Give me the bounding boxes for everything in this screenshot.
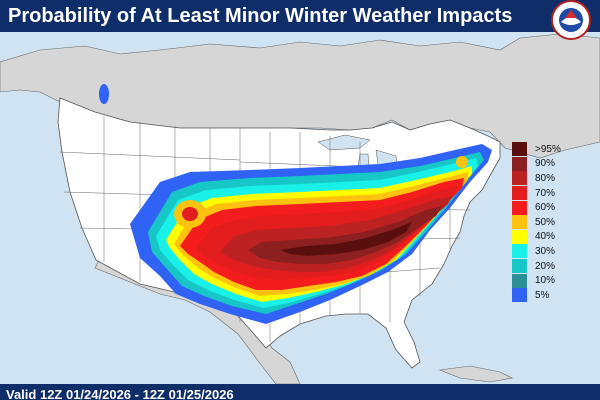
valid-time: Valid 12Z 01/24/2026 - 12Z 01/25/2026 bbox=[6, 387, 234, 400]
map-title: Probability of At Least Minor Winter Wea… bbox=[8, 5, 513, 27]
title-bar: Probability of At Least Minor Winter Wea… bbox=[0, 0, 600, 32]
legend-swatch bbox=[512, 200, 527, 215]
legend-item: 50% bbox=[512, 215, 582, 230]
legend-swatch bbox=[512, 142, 527, 157]
legend-label: 60% bbox=[535, 202, 556, 214]
band-northwest bbox=[99, 84, 109, 104]
cuba-land bbox=[438, 365, 513, 383]
legend-swatch bbox=[512, 229, 527, 244]
legend-swatch bbox=[512, 186, 527, 201]
legend-swatch bbox=[512, 244, 527, 259]
legend-label: 50% bbox=[535, 216, 556, 228]
legend: >95% 90% 80% 70% 60% 50% 40% 30% 20% 10% 5% bbox=[512, 142, 582, 303]
legend-label: 20% bbox=[535, 260, 556, 272]
legend-label: 30% bbox=[535, 245, 556, 257]
footer-bar: Valid 12Z 01/24/2026 - 12Z 01/25/2026 bbox=[0, 384, 600, 400]
legend-item: 80% bbox=[512, 171, 582, 186]
legend-swatch bbox=[512, 273, 527, 288]
probability-bands bbox=[99, 84, 492, 324]
lake-superior bbox=[317, 134, 371, 151]
band-95 bbox=[280, 222, 412, 256]
legend-swatch bbox=[512, 288, 527, 303]
legend-swatch bbox=[512, 259, 527, 274]
legend-item: 10% bbox=[512, 273, 582, 288]
legend-label: 80% bbox=[535, 172, 556, 184]
legend-item: >95% bbox=[512, 142, 582, 157]
legend-label: 40% bbox=[535, 231, 556, 243]
legend-label: 70% bbox=[535, 187, 556, 199]
legend-item: 5% bbox=[512, 288, 582, 303]
legend-item: 90% bbox=[512, 156, 582, 172]
legend-label: 10% bbox=[535, 275, 556, 287]
legend-item: 70% bbox=[512, 186, 582, 201]
legend-item: 40% bbox=[512, 229, 582, 245]
us-map bbox=[0, 32, 600, 384]
legend-item: 30% bbox=[512, 244, 582, 259]
legend-swatch bbox=[512, 171, 527, 186]
noaa-nws-logo bbox=[551, 0, 591, 40]
legend-swatch bbox=[512, 156, 527, 171]
legend-label: 90% bbox=[535, 158, 556, 170]
legend-label: 5% bbox=[535, 289, 550, 301]
legend-label: >95% bbox=[535, 143, 561, 155]
legend-item: 60% bbox=[512, 200, 582, 215]
legend-item: 20% bbox=[512, 259, 582, 274]
legend-swatch bbox=[512, 215, 527, 230]
band-west-rockies-core bbox=[182, 207, 198, 221]
band-northeast-coast bbox=[456, 156, 468, 168]
